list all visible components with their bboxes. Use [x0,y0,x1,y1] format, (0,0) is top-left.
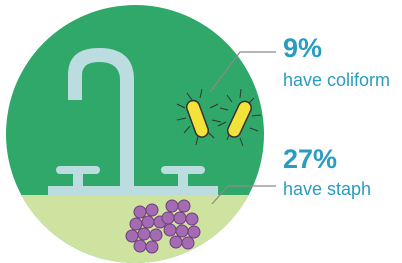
stat-value: 27% [283,144,337,174]
stat-value: 9% [283,33,322,63]
stat-label: have staph [283,179,371,199]
stat-label: have coliform [283,70,390,90]
infographic: 9% have coliform 27% have staph [0,0,402,263]
